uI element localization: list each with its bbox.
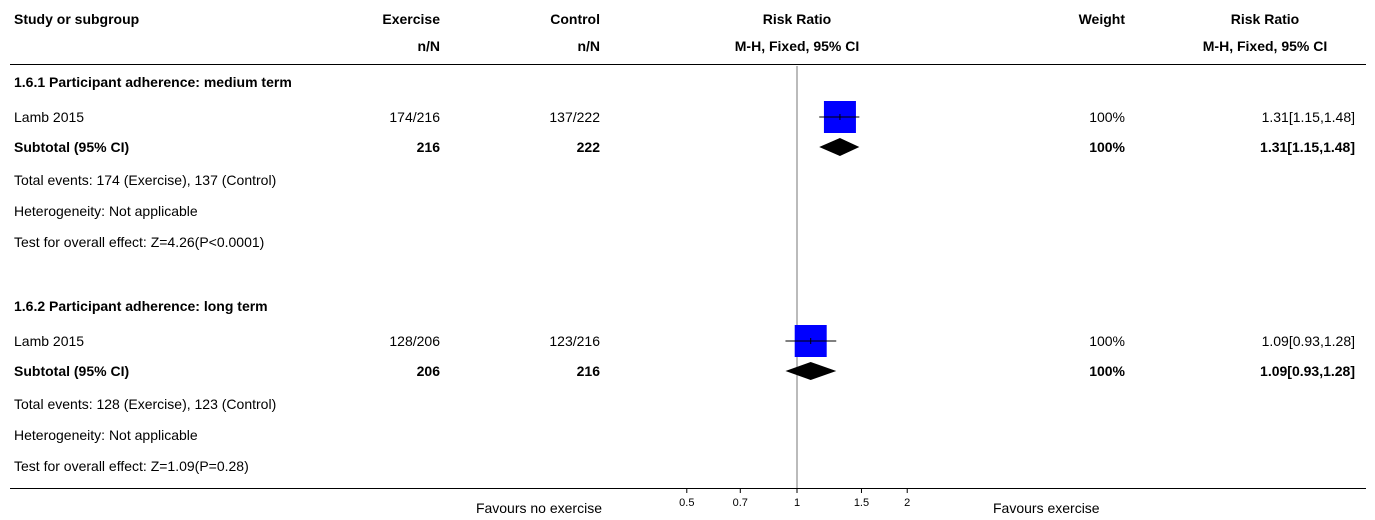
heterogeneity: Heterogeneity: Not applicable bbox=[14, 427, 198, 443]
study-exercise: 174/216 bbox=[389, 109, 440, 125]
group-title: 1.6.1 Participant adherence: medium term bbox=[14, 74, 292, 90]
favours-right-label: Favours exercise bbox=[993, 500, 1100, 516]
subtotal-control: 222 bbox=[576, 139, 600, 155]
header-rr-sub: M-H, Fixed, 95% CI bbox=[1202, 38, 1328, 54]
subtotal-weight: 100% bbox=[1089, 139, 1125, 155]
subtotal-diamond bbox=[785, 362, 837, 380]
total-events: Total events: 174 (Exercise), 137 (Contr… bbox=[14, 172, 277, 188]
study-weight: 100% bbox=[1089, 109, 1125, 125]
subtotal-rr: 1.31[1.15,1.48] bbox=[1260, 139, 1355, 155]
subtotal-exercise: 216 bbox=[416, 139, 440, 155]
header-weight: Weight bbox=[1078, 11, 1125, 27]
header-exercise-sub: n/N bbox=[417, 38, 440, 54]
subtotal-label: Subtotal (95% CI) bbox=[14, 363, 130, 379]
subtotal-weight: 100% bbox=[1089, 363, 1125, 379]
study-exercise: 128/206 bbox=[389, 333, 440, 349]
study-weight: 100% bbox=[1089, 333, 1125, 349]
subtotal-control: 216 bbox=[576, 363, 600, 379]
subtotal-label: Subtotal (95% CI) bbox=[14, 139, 130, 155]
header-rr-plot-sub: M-H, Fixed, 95% CI bbox=[734, 38, 860, 54]
total-events: Total events: 128 (Exercise), 123 (Contr… bbox=[14, 396, 277, 412]
study-control: 123/216 bbox=[549, 333, 600, 349]
subtotal-rr: 1.09[0.93,1.28] bbox=[1260, 363, 1355, 379]
x-tick-label: 0.7 bbox=[733, 497, 748, 509]
header-control: Control bbox=[550, 11, 600, 27]
header-rr-plot: Risk Ratio bbox=[762, 11, 832, 27]
favours-left-label: Favours no exercise bbox=[475, 500, 602, 516]
study-name: Lamb 2015 bbox=[14, 333, 85, 349]
x-tick-label: 2 bbox=[904, 497, 910, 509]
study-rr: 1.09[0.93,1.28] bbox=[1261, 333, 1355, 349]
group-title: 1.6.2 Participant adherence: long term bbox=[14, 298, 268, 314]
header-rr: Risk Ratio bbox=[1230, 11, 1300, 27]
study-rr: 1.31[1.15,1.48] bbox=[1261, 109, 1355, 125]
x-tick-label: 1.5 bbox=[854, 497, 869, 509]
header-control-sub: n/N bbox=[577, 38, 600, 54]
header-rule bbox=[10, 64, 1366, 65]
header-study: Study or subgroup bbox=[14, 11, 140, 27]
subtotal-diamond bbox=[819, 138, 860, 156]
study-control: 137/222 bbox=[549, 109, 600, 125]
overall-effect: Test for overall effect: Z=1.09(P=0.28) bbox=[14, 458, 249, 474]
x-tick-label: 1 bbox=[794, 497, 800, 509]
header-exercise: Exercise bbox=[382, 11, 440, 27]
overall-effect: Test for overall effect: Z=4.26(P<0.0001… bbox=[14, 234, 265, 250]
heterogeneity: Heterogeneity: Not applicable bbox=[14, 203, 198, 219]
subtotal-exercise: 206 bbox=[416, 363, 440, 379]
x-tick-label: 0.5 bbox=[679, 497, 694, 509]
study-name: Lamb 2015 bbox=[14, 109, 85, 125]
